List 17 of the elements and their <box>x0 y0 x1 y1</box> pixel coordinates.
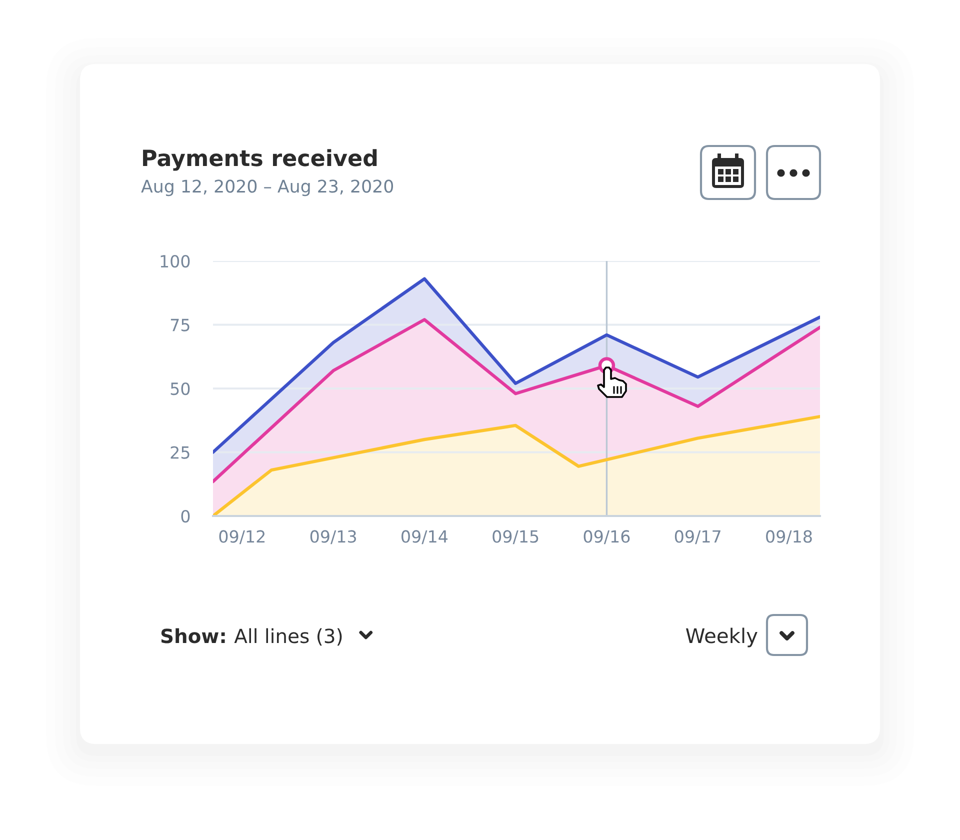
x-tick-label: 09/12 <box>219 530 265 544</box>
chart-subtitle: Aug 12, 2020 – Aug 23, 2020 <box>141 180 394 196</box>
x-tick-label: 09/18 <box>766 530 812 544</box>
x-tick-label: 09/16 <box>584 530 630 544</box>
x-tick-label: 09/17 <box>674 530 720 544</box>
x-tick-label: 09/15 <box>492 530 538 544</box>
y-tick-label: 50 <box>170 382 190 396</box>
y-tick-label: 25 <box>170 446 190 459</box>
y-tick-label: 100 <box>160 254 190 268</box>
y-tick-label: 75 <box>170 318 190 332</box>
x-tick-label: 09/14 <box>402 530 448 544</box>
x-tick-label: 09/13 <box>310 530 356 544</box>
text: All lines (3) <box>234 628 342 646</box>
y-tick-label: 0 <box>181 510 190 523</box>
text: Weekly <box>686 628 758 648</box>
text: Show: <box>161 628 225 644</box>
chart-title: Payments received <box>143 149 377 171</box>
